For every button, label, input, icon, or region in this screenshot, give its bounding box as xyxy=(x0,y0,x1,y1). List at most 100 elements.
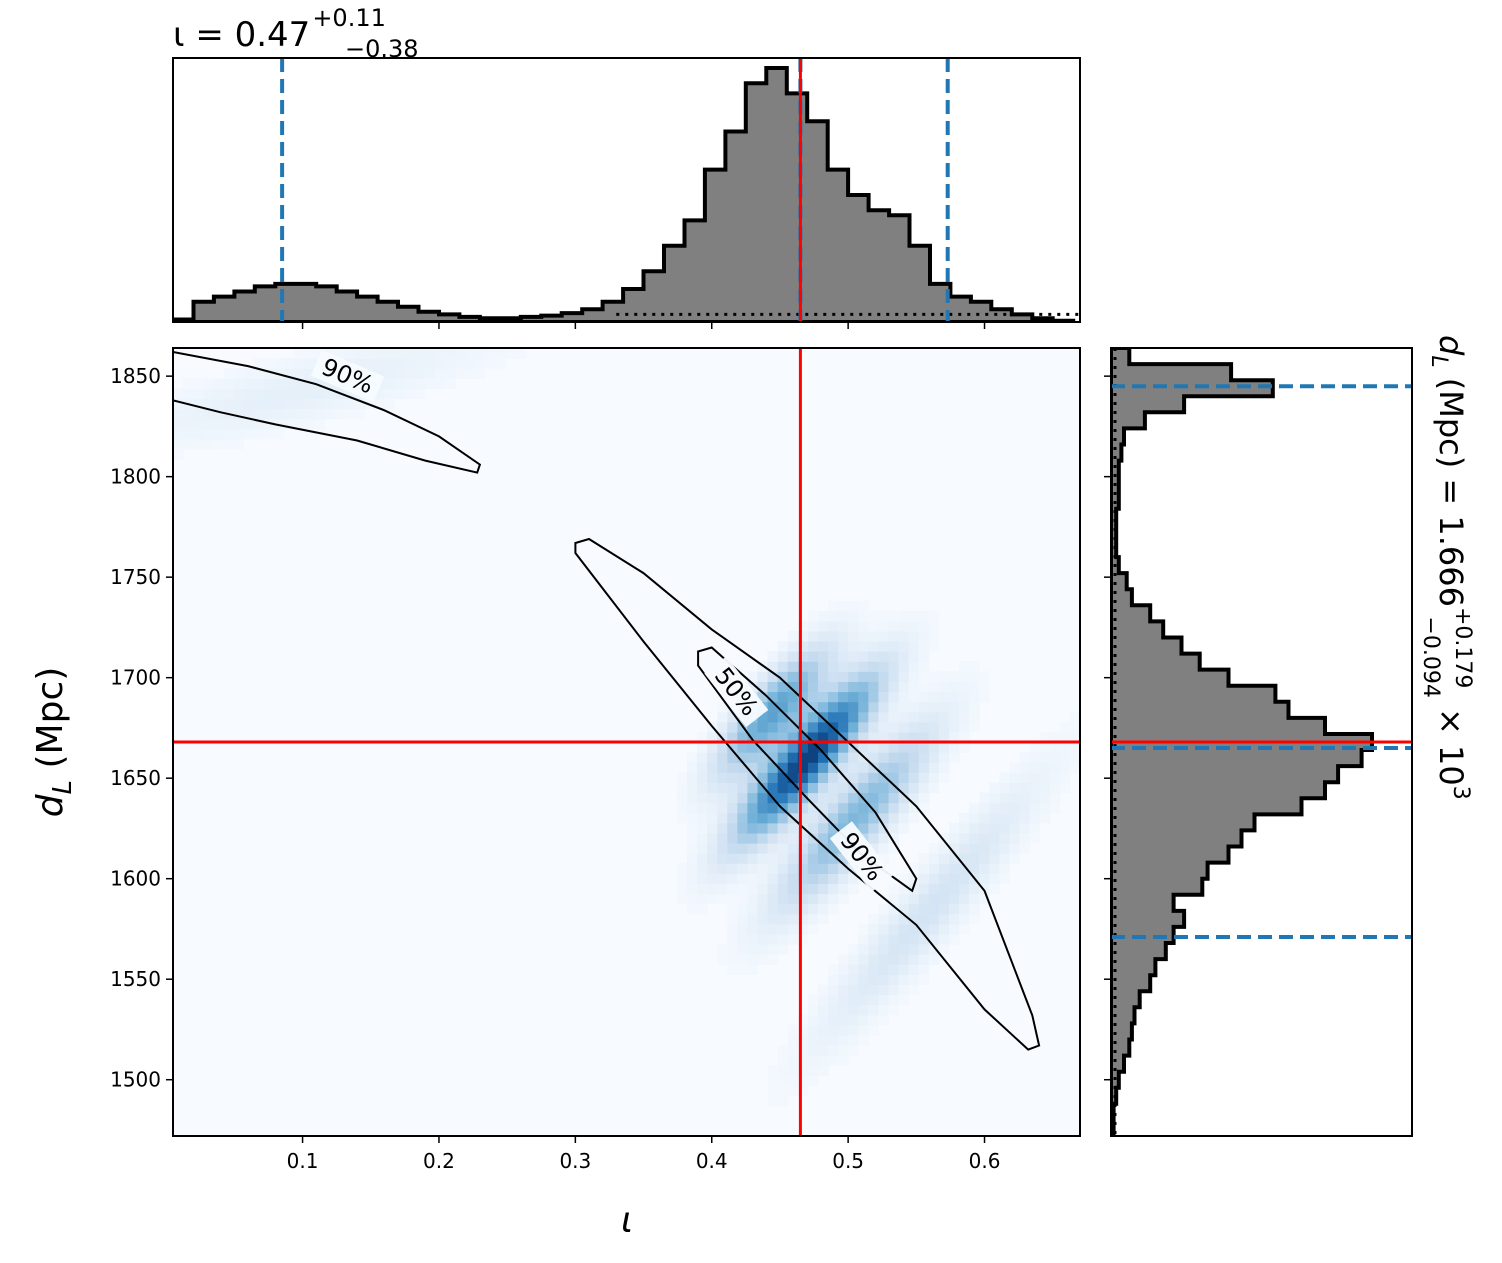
density-cell xyxy=(817,610,829,622)
density-cell xyxy=(1039,731,1051,743)
density-cell xyxy=(898,610,910,622)
density-cell xyxy=(838,752,849,763)
density-cell xyxy=(787,1034,799,1046)
density-cell xyxy=(838,994,849,1006)
density-cell xyxy=(838,681,849,693)
density-cell xyxy=(918,853,930,864)
density-cell xyxy=(183,388,194,400)
density-cell xyxy=(344,388,355,400)
density-cell xyxy=(737,752,749,763)
density-cell xyxy=(969,681,980,693)
density-cell xyxy=(848,681,859,693)
density-cell xyxy=(445,378,456,390)
density-cell xyxy=(969,671,980,682)
density-cell xyxy=(1039,792,1051,804)
density-cell xyxy=(293,348,305,359)
density-cell xyxy=(797,762,809,773)
density-cell xyxy=(767,731,779,743)
marginal-x-title-minus: −0.38 xyxy=(345,35,419,63)
density-cell xyxy=(908,802,920,814)
marginal-y-panel: dL (Mpc) = 1.666+0.179 −0.094 × 103 xyxy=(1104,335,1475,1137)
density-cell xyxy=(989,802,1000,814)
density-cell xyxy=(747,762,759,773)
density-cell xyxy=(767,782,779,794)
density-cell xyxy=(838,610,849,622)
density-cell xyxy=(858,822,869,834)
density-cell xyxy=(817,721,829,733)
density-cell xyxy=(878,742,890,753)
density-cell xyxy=(969,832,980,844)
density-cell xyxy=(727,812,738,824)
density-cell xyxy=(828,792,839,804)
density-cell xyxy=(908,954,920,965)
density-cell xyxy=(918,721,930,733)
density-cell xyxy=(898,671,910,682)
density-cell xyxy=(938,711,950,723)
density-cell xyxy=(928,863,940,874)
density-cell xyxy=(868,923,880,935)
density-cell xyxy=(304,368,315,379)
density-cell xyxy=(858,1024,869,1036)
density-cell xyxy=(354,408,366,420)
density-cell xyxy=(394,378,406,390)
density-cell xyxy=(838,802,849,814)
density-cell xyxy=(1039,772,1051,784)
y-tick-label: 1600 xyxy=(110,867,161,891)
density-cell xyxy=(807,721,819,733)
density-cell xyxy=(1069,742,1080,753)
density-cell xyxy=(898,651,910,662)
density-cell xyxy=(928,883,940,895)
density-cell xyxy=(686,863,698,874)
density-cell xyxy=(767,671,779,682)
density-cell xyxy=(807,923,819,935)
density-cell xyxy=(918,913,930,925)
density-cell xyxy=(213,438,224,450)
density-cell xyxy=(807,873,819,885)
density-cell xyxy=(938,923,950,935)
density-cell xyxy=(888,984,900,996)
density-cell xyxy=(737,873,749,885)
density-cell xyxy=(948,853,960,864)
density-cell xyxy=(787,711,799,723)
density-cell xyxy=(828,651,839,662)
density-cell xyxy=(747,863,759,874)
density-cell xyxy=(707,731,718,743)
density-cell xyxy=(989,782,1000,794)
density-cell xyxy=(757,832,769,844)
density-cell xyxy=(999,802,1011,814)
density-cell xyxy=(697,742,708,753)
density-cell xyxy=(928,610,940,622)
density-cell xyxy=(757,762,769,773)
density-cell xyxy=(273,378,285,390)
density-cell xyxy=(1019,782,1031,794)
density-cell xyxy=(717,863,728,874)
density-cell xyxy=(757,711,769,723)
density-cell xyxy=(848,1014,859,1026)
density-cell xyxy=(828,630,839,642)
density-cell xyxy=(817,863,829,874)
density-cell xyxy=(848,651,859,662)
density-cell xyxy=(1009,822,1021,834)
density-cell xyxy=(979,853,990,864)
density-cell xyxy=(817,893,829,905)
density-cell xyxy=(747,873,759,885)
density-cell xyxy=(948,671,960,682)
contour-label-background xyxy=(829,821,894,893)
density-cell xyxy=(787,863,799,874)
density-cell xyxy=(1009,782,1021,794)
density-cell xyxy=(989,853,1000,864)
density-cell xyxy=(888,661,900,672)
density-cell xyxy=(767,651,779,662)
density-cell xyxy=(888,954,900,965)
density-cell xyxy=(737,893,749,905)
density-cell xyxy=(858,802,869,814)
density-cell xyxy=(959,843,970,854)
density-cell xyxy=(797,933,809,945)
density-cell xyxy=(737,772,749,784)
density-cell xyxy=(354,348,366,359)
density-cell xyxy=(273,428,285,440)
marginal-y-ticks xyxy=(1104,375,1111,1081)
density-cell xyxy=(777,1075,789,1087)
density-cell xyxy=(979,822,990,834)
